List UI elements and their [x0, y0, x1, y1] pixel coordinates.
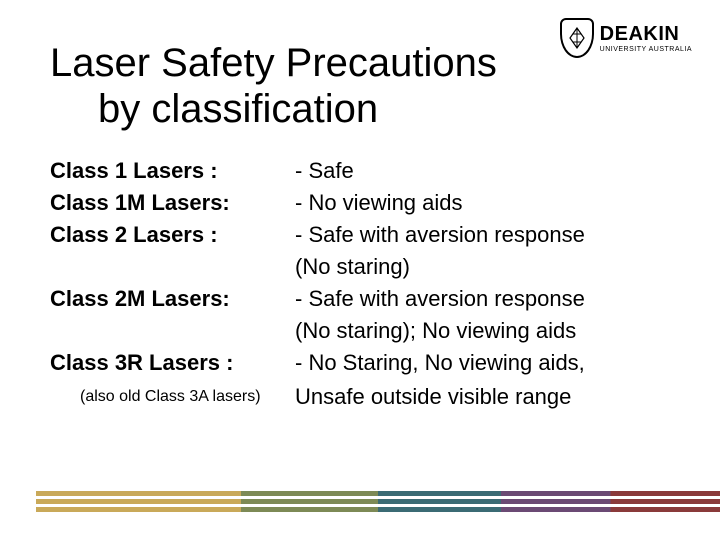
- class-label: Class 3R Lasers :: [50, 350, 295, 376]
- table-row: Class 1M Lasers: - No viewing aids: [50, 190, 680, 216]
- table-row: Class 1 Lasers : - Safe: [50, 158, 680, 184]
- title-line-2: by classification: [50, 86, 680, 132]
- class-desc: - Safe with aversion response: [295, 222, 680, 248]
- class-desc-cont: (No staring); No viewing aids: [50, 318, 680, 344]
- brand-logo: DEAKIN UNIVERSITY AUSTRALIA: [560, 18, 692, 58]
- class-label: Class 1M Lasers:: [50, 190, 295, 216]
- class-desc: - Safe with aversion response: [295, 286, 680, 312]
- brand-text: DEAKIN UNIVERSITY AUSTRALIA: [600, 24, 692, 53]
- class-note-desc: Unsafe outside visible range: [295, 382, 680, 410]
- stripe-icon: [36, 499, 720, 504]
- shield-icon: [560, 18, 594, 58]
- class-label: Class 2 Lasers :: [50, 222, 295, 248]
- content-table: Class 1 Lasers : - Safe Class 1M Lasers:…: [50, 158, 680, 410]
- class-label: Class 1 Lasers :: [50, 158, 295, 184]
- class-label: Class 2M Lasers:: [50, 286, 295, 312]
- table-row-note: (also old Class 3A lasers) Unsafe outsid…: [50, 382, 680, 410]
- class-desc: - No viewing aids: [295, 190, 680, 216]
- footer-stripes: [0, 484, 720, 518]
- class-desc: - Safe: [295, 158, 680, 184]
- class-note: (also old Class 3A lasers): [50, 388, 295, 410]
- brand-tagline: UNIVERSITY AUSTRALIA: [600, 46, 692, 53]
- slide: DEAKIN UNIVERSITY AUSTRALIA Laser Safety…: [0, 0, 720, 540]
- class-desc-cont: (No staring): [50, 254, 680, 280]
- table-row: Class 2M Lasers: - Safe with aversion re…: [50, 286, 680, 312]
- stripe-icon: [36, 491, 720, 496]
- class-desc: - No Staring, No viewing aids,: [295, 350, 680, 376]
- stripe-icon: [36, 507, 720, 512]
- brand-name: DEAKIN: [600, 24, 692, 44]
- table-row: Class 2 Lasers : - Safe with aversion re…: [50, 222, 680, 248]
- title-line-1: Laser Safety Precautions: [50, 41, 497, 85]
- table-row: Class 3R Lasers : - No Staring, No viewi…: [50, 350, 680, 376]
